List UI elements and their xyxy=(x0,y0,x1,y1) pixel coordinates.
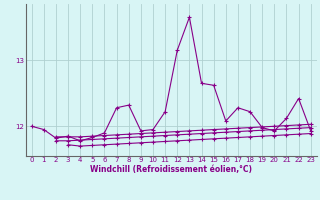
X-axis label: Windchill (Refroidissement éolien,°C): Windchill (Refroidissement éolien,°C) xyxy=(90,165,252,174)
